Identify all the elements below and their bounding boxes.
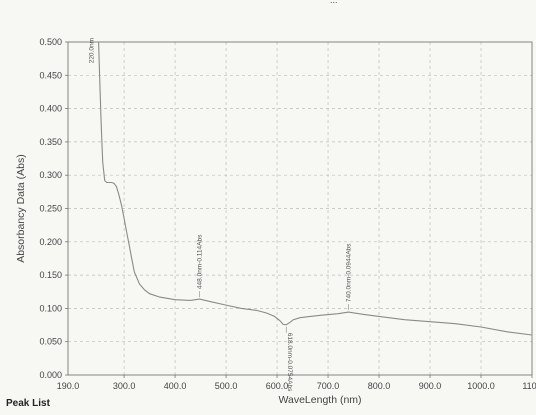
y-axis-title: Absorbancy Data (Abs)	[15, 154, 27, 263]
y-tick-label: 0.300	[39, 170, 62, 180]
x-axis-title: WaveLength (nm)	[278, 394, 361, 406]
peak-annotation: 220.0nm	[89, 38, 96, 63]
x-tick-label: 700.0	[317, 381, 340, 391]
peak-annotation: 448.0nm-0.114Abs	[197, 234, 204, 289]
absorbance-series-line	[97, 41, 533, 336]
peak-annotation: 740.0nm-0.0944Abs	[345, 243, 352, 302]
y-tick-label: 0.250	[39, 204, 62, 214]
y-tick-label: 0.450	[39, 70, 62, 80]
header-fragment: ...	[330, 0, 338, 5]
plot-frame	[67, 41, 533, 376]
x-tick-label: 900.0	[419, 381, 442, 391]
y-tick-label: 0.000	[39, 370, 62, 380]
x-tick-label: 1100	[522, 381, 536, 391]
x-tick-label: 800.0	[368, 381, 391, 391]
x-tick-label: 1000.0	[467, 381, 495, 391]
peak-list-label: Peak List	[6, 398, 50, 409]
y-tick-label: 0.500	[39, 37, 62, 47]
x-tick-label: 400.0	[164, 381, 187, 391]
y-tick-label: 0.050	[39, 337, 62, 347]
peak-annotation: 618.0nm-0.0754Abs	[286, 333, 293, 392]
x-tick-label: 300.0	[113, 381, 136, 391]
y-tick-label: 0.350	[39, 137, 62, 147]
y-tick-label: 0.400	[39, 104, 62, 114]
x-tick-label-min: 190.0	[57, 381, 80, 391]
x-tick-label: 600.0	[266, 381, 289, 391]
y-tick-label: 0.150	[39, 270, 62, 280]
x-tick-label: 500.0	[215, 381, 238, 391]
y-tick-label: 0.100	[39, 303, 62, 313]
y-tick-label: 0.200	[39, 237, 62, 247]
